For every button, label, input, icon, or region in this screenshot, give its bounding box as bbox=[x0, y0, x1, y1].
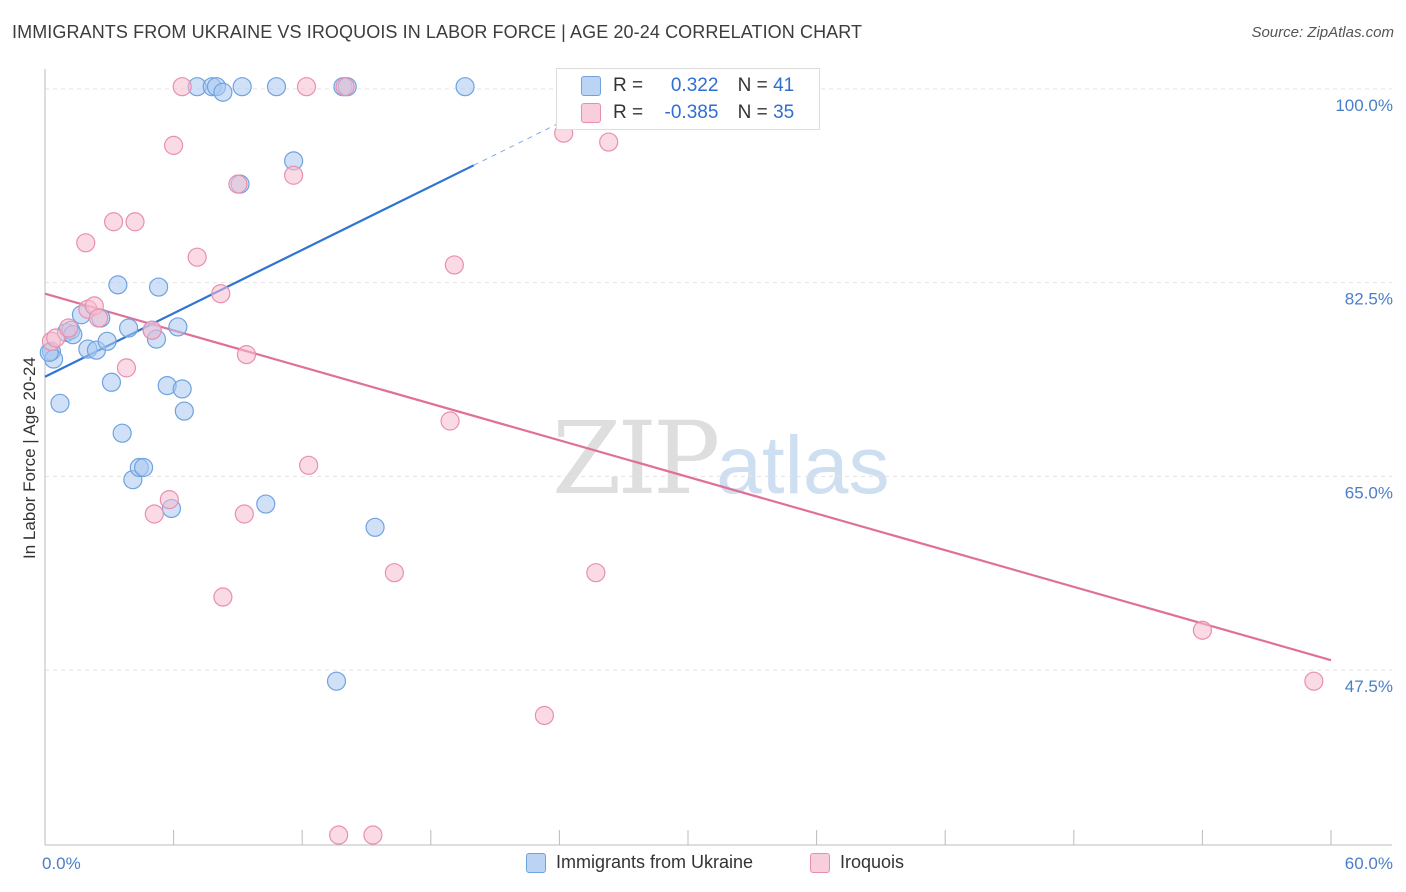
ukraine-point bbox=[213, 82, 233, 102]
ukraine-point bbox=[50, 393, 70, 413]
y-tick-label: 82.5% bbox=[1345, 290, 1393, 309]
iroquois-point bbox=[58, 318, 79, 338]
ukraine-point bbox=[101, 372, 122, 392]
iroquois-point bbox=[236, 345, 257, 365]
y-tick-label: 47.5% bbox=[1345, 677, 1393, 696]
legend-swatch-pink bbox=[581, 102, 601, 123]
legend-r-value: 0.322 bbox=[670, 75, 719, 96]
iroquois-point bbox=[211, 284, 231, 304]
tick-labels: 100.0% 82.5% 65.0% 47.5% 0.0% 60.0% bbox=[42, 96, 1393, 873]
bottom-legend-iroquois: Iroquois bbox=[810, 852, 904, 878]
ukraine-point bbox=[326, 671, 347, 691]
y-tick-label: 100.0% bbox=[1335, 96, 1393, 115]
iroquois-point bbox=[103, 212, 124, 232]
legend-row-iroquois: R = -0.385 N = 35 bbox=[581, 102, 794, 126]
chart-title: IMMIGRANTS FROM UKRAINE VS IROQUOIS IN L… bbox=[12, 22, 863, 42]
iroquois-point bbox=[234, 504, 254, 524]
source-credit: Source: ZipAtlas.com bbox=[1251, 24, 1394, 41]
ukraine-point bbox=[172, 379, 192, 399]
iroquois-point bbox=[142, 320, 162, 340]
iroquois-point bbox=[329, 825, 349, 845]
correlation-legend: R = 0.322 N = 41 R = -0.385 N = 35 bbox=[556, 68, 820, 130]
ukraine-point bbox=[108, 275, 128, 295]
iroquois-point bbox=[164, 135, 184, 155]
data-points bbox=[39, 77, 1324, 845]
iroquois-point bbox=[1304, 671, 1324, 691]
legend-r-label: R = bbox=[613, 75, 644, 96]
ukraine-point bbox=[168, 317, 188, 337]
iroquois-point bbox=[586, 563, 606, 583]
iroquois-point bbox=[159, 490, 179, 510]
iroquois-point bbox=[440, 411, 460, 431]
ukraine-point bbox=[148, 277, 169, 297]
ukraine-point bbox=[118, 318, 139, 338]
iroquois-point bbox=[335, 77, 355, 97]
iroquois-point bbox=[228, 174, 248, 194]
bottom-legend-ukraine: Immigrants from Ukraine bbox=[526, 852, 753, 878]
trend-lines bbox=[44, 117, 1332, 662]
iroquois-trendline bbox=[44, 292, 1332, 662]
legend-r-value: -0.385 bbox=[664, 102, 719, 123]
iroquois-point bbox=[1192, 620, 1213, 640]
bottom-legend-label: Iroquois bbox=[840, 852, 905, 872]
ukraine-point bbox=[256, 494, 276, 514]
iroquois-point bbox=[125, 212, 145, 232]
iroquois-point bbox=[213, 587, 233, 607]
ukraine-point bbox=[97, 331, 117, 351]
ukraine-point bbox=[112, 423, 132, 443]
legend-row-ukraine: R = 0.322 N = 41 bbox=[581, 75, 794, 99]
ukraine-point bbox=[455, 77, 475, 97]
grid-lines bbox=[45, 88, 1392, 671]
legend-n-value: 35 bbox=[773, 102, 795, 123]
iroquois-point bbox=[534, 705, 554, 726]
legend-n-label: N = bbox=[737, 75, 768, 96]
ukraine-point bbox=[133, 457, 154, 478]
iroquois-point bbox=[299, 455, 319, 475]
iroquois-point bbox=[384, 563, 404, 583]
legend-r-label: R = bbox=[613, 102, 644, 123]
bottom-legend-swatch-blue bbox=[526, 853, 546, 874]
legend-n-value: 41 bbox=[773, 75, 795, 96]
iroquois-point bbox=[444, 255, 464, 275]
iroquois-point bbox=[363, 825, 383, 845]
iroquois-point bbox=[144, 504, 164, 524]
x-tick-label: 0.0% bbox=[42, 854, 81, 873]
bottom-legend-swatch-pink bbox=[810, 853, 830, 874]
ukraine-point bbox=[174, 401, 194, 421]
ukraine-point bbox=[232, 77, 252, 97]
iroquois-point bbox=[172, 77, 192, 97]
ukraine-trendline-extension bbox=[473, 117, 571, 166]
ukraine-point bbox=[365, 517, 385, 537]
iroquois-point bbox=[187, 247, 207, 267]
legend-n-label: N = bbox=[737, 102, 768, 123]
bottom-legend-label: Immigrants from Ukraine bbox=[556, 852, 754, 872]
x-tick-label: 60.0% bbox=[1345, 854, 1393, 873]
ukraine-point bbox=[266, 77, 287, 97]
axes bbox=[44, 69, 1392, 846]
y-tick-label: 65.0% bbox=[1345, 483, 1393, 502]
iroquois-point bbox=[76, 233, 96, 253]
iroquois-point bbox=[88, 308, 109, 328]
iroquois-point bbox=[296, 77, 317, 97]
iroquois-point bbox=[284, 165, 304, 185]
iroquois-point bbox=[116, 358, 137, 378]
iroquois-point bbox=[46, 328, 66, 348]
iroquois-point bbox=[599, 132, 619, 152]
legend-swatch-blue bbox=[581, 75, 601, 96]
